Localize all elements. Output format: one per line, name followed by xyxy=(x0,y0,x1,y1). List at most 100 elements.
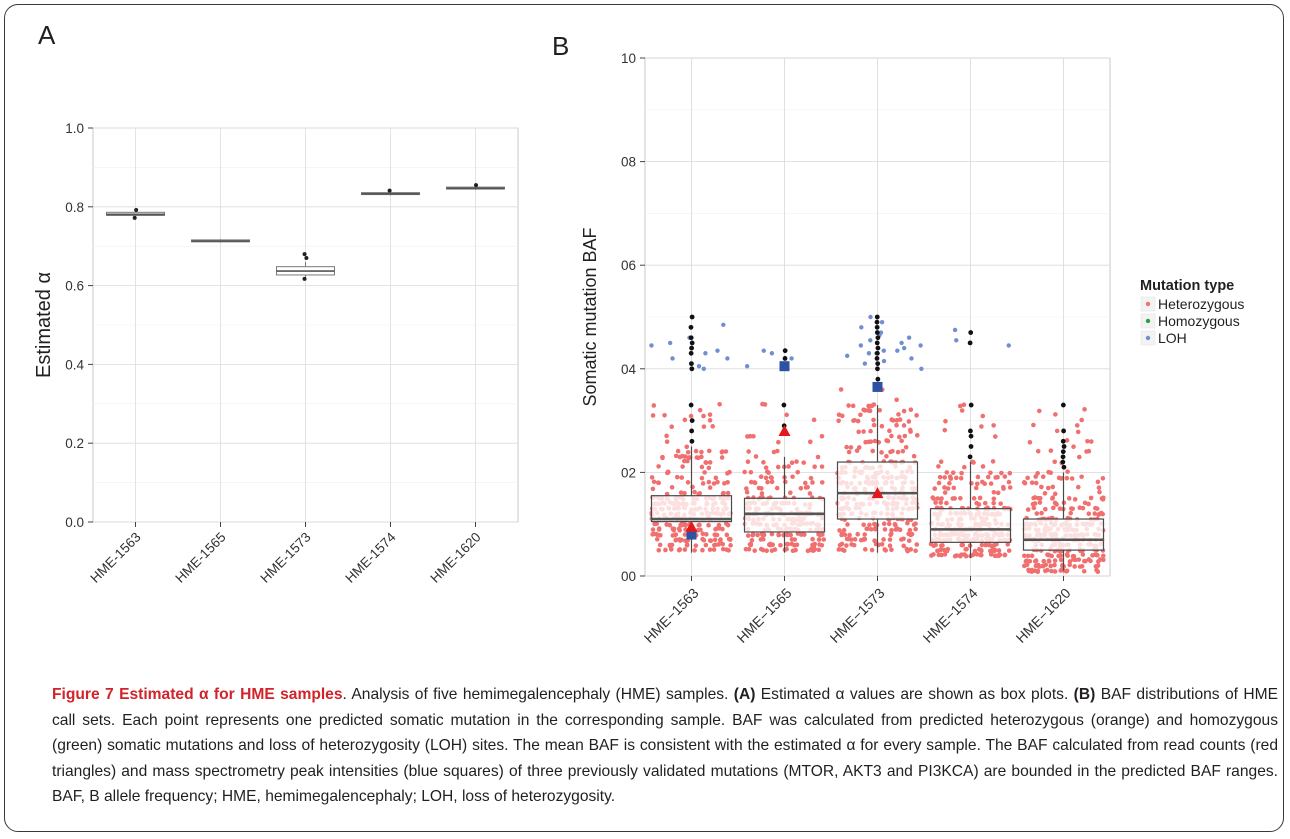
het-point xyxy=(958,495,963,501)
het-point xyxy=(1035,470,1040,476)
het-point xyxy=(974,552,980,557)
het-point xyxy=(769,479,775,485)
outlier-point xyxy=(689,418,695,423)
het-point xyxy=(701,537,707,543)
panel-a-x-tick-label: HME-1565 xyxy=(172,530,228,586)
het-point xyxy=(707,485,713,490)
loh-point xyxy=(954,338,959,343)
het-point xyxy=(944,500,949,506)
het-point xyxy=(993,475,998,480)
panel-b-box xyxy=(650,495,733,523)
het-point xyxy=(795,469,801,475)
caption-a-text: Estimated α values are shown as box plot… xyxy=(755,686,1074,703)
het-point xyxy=(752,548,758,553)
het-point xyxy=(684,444,690,450)
panel-b-y-tick-label: 00 xyxy=(621,569,636,584)
panel-b-x-tick-label: HME−1565 xyxy=(734,585,795,646)
legend-key-homozygous-dot xyxy=(1145,318,1151,324)
het-point xyxy=(819,542,825,548)
outlier-point xyxy=(781,402,787,408)
het-point xyxy=(1079,474,1084,480)
loh-point xyxy=(769,351,775,356)
loh-point xyxy=(868,314,873,320)
het-point xyxy=(685,480,691,485)
het-point xyxy=(745,533,751,538)
panel-b-box xyxy=(929,508,1012,543)
het-point xyxy=(651,403,657,408)
outlier-point xyxy=(875,335,881,341)
het-point xyxy=(1101,495,1106,501)
het-point xyxy=(856,429,861,435)
legend-key-heterozygous-dot xyxy=(1145,301,1151,307)
het-point xyxy=(1001,486,1006,491)
outlier-point xyxy=(875,376,881,382)
het-point xyxy=(1035,448,1041,454)
het-point xyxy=(656,464,661,469)
het-point xyxy=(815,454,821,460)
het-point xyxy=(1022,553,1027,559)
het-point xyxy=(758,546,764,552)
het-point xyxy=(717,401,722,407)
het-point xyxy=(802,480,808,486)
het-point xyxy=(755,532,760,538)
het-point xyxy=(707,460,713,465)
het-point xyxy=(933,500,938,505)
het-point xyxy=(725,471,730,476)
het-point xyxy=(816,547,822,553)
het-point xyxy=(862,532,868,537)
het-point xyxy=(914,542,920,547)
het-point xyxy=(959,470,964,476)
het-point xyxy=(706,479,712,485)
het-point xyxy=(759,491,765,496)
het-point xyxy=(712,537,718,543)
het-point xyxy=(1006,548,1012,553)
het-point xyxy=(774,485,780,491)
het-point xyxy=(692,489,697,495)
panel-a-outlier-point xyxy=(134,207,139,212)
het-point xyxy=(682,547,688,552)
het-point xyxy=(980,413,986,419)
het-point xyxy=(947,474,953,479)
het-point xyxy=(650,486,656,492)
het-point xyxy=(1094,506,1100,511)
het-point xyxy=(807,439,813,445)
het-point xyxy=(1052,569,1058,574)
panel-b-y-axis-label: Somatic mutation BAF xyxy=(580,227,600,406)
het-point xyxy=(767,542,773,548)
het-point xyxy=(703,542,709,548)
loh-point xyxy=(670,356,675,361)
het-point xyxy=(854,448,860,454)
het-point xyxy=(664,439,670,445)
outlier-point xyxy=(688,402,694,408)
het-point xyxy=(1058,557,1064,563)
het-point xyxy=(788,490,793,495)
het-point xyxy=(665,469,671,475)
read-count-triangle-marker xyxy=(778,424,791,436)
het-point xyxy=(699,449,704,455)
het-point xyxy=(1052,562,1057,568)
outlier-point xyxy=(874,356,880,361)
het-point xyxy=(913,548,918,554)
het-point xyxy=(836,412,842,418)
het-point xyxy=(932,486,938,491)
het-point xyxy=(1037,495,1043,501)
het-point xyxy=(993,434,998,439)
het-point xyxy=(798,485,804,491)
het-point xyxy=(1035,562,1041,568)
het-point xyxy=(884,438,889,443)
het-point xyxy=(899,438,904,444)
het-point xyxy=(1026,567,1031,573)
het-point xyxy=(936,552,942,558)
het-point xyxy=(836,418,841,424)
outlier-point xyxy=(1060,449,1066,455)
het-point xyxy=(662,413,667,418)
loh-point xyxy=(1006,343,1011,348)
het-point xyxy=(668,543,673,548)
het-point xyxy=(656,480,662,486)
het-point xyxy=(1067,562,1073,568)
outlier-point xyxy=(1061,428,1067,434)
het-point xyxy=(845,522,850,527)
het-point xyxy=(1033,474,1038,479)
loh-point xyxy=(721,322,726,327)
outlier-point xyxy=(875,345,881,351)
